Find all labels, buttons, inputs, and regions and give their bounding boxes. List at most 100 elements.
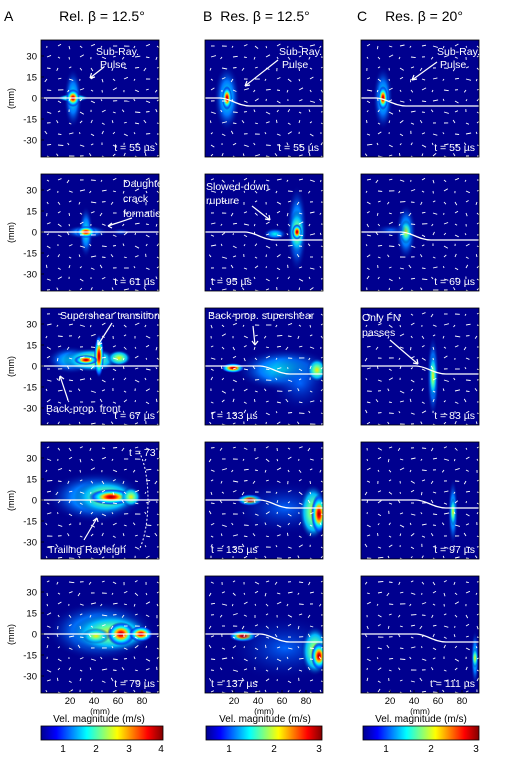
velocity-hotspot (307, 358, 323, 382)
y-tick-label: -15 (23, 249, 37, 260)
panel-frame (360, 39, 480, 158)
column-letter-a: A (4, 8, 14, 24)
time-label: t = 95 µs (211, 276, 252, 288)
annotation-passes: passes (362, 327, 395, 339)
panel-c-5: t = 111 µs 20 40 60 80 (mm) (360, 575, 480, 716)
velocity-vectors (364, 312, 479, 425)
x-tick-label: 40 (409, 696, 420, 707)
panel-c-1: t = 55 µs (360, 39, 480, 158)
time-label: t = 97 µs (434, 544, 475, 556)
panel-b-1: t = 55 µs (204, 39, 324, 158)
panel-frame (204, 173, 324, 292)
colorbar-tick-a-1: 1 (60, 744, 66, 755)
time-label: t = 61 µs (114, 276, 155, 288)
velocity-hotspot (311, 494, 323, 534)
velocity-hotspot (263, 228, 287, 240)
colorbar-label-c: Vel. magnitude (m/s) (375, 714, 467, 725)
y-tick-label: -30 (23, 672, 37, 683)
velocity-vectors (208, 446, 323, 559)
x-tick-label: 40 (253, 696, 264, 707)
time-label: t = 69 µs (434, 276, 475, 288)
velocity-hotspot (230, 480, 323, 536)
velocity-hotspot (94, 334, 104, 378)
colorbar-tick-c-1: 1 (383, 744, 389, 755)
velocity-hotspot (74, 355, 98, 365)
annotation-rupture: rupture (206, 195, 239, 207)
panel-a-1: t = 55 µs 30 15 0 -15 -30 (mm) (6, 39, 160, 158)
panel-a-2: t = 61 µs 30 15 0 -15 -30 (mm) (6, 173, 160, 292)
colorbar-b: Vel. magnitude (m/s) 1 2 3 (205, 714, 323, 755)
fault-line (361, 231, 479, 241)
y-tick-label: 15 (26, 73, 37, 84)
x-axis-label: (mm) (410, 706, 430, 716)
annotation-only-fn: Only FN (362, 312, 401, 324)
colorbar-tick-b-3: 3 (316, 744, 322, 755)
panel-c-4: t = 97 µs (360, 441, 480, 560)
x-tick-label: 80 (457, 696, 468, 707)
panel-frame (204, 307, 324, 426)
colorbar-tick-c-3: 3 (473, 744, 479, 755)
time-label: t = 133 µs (211, 410, 258, 422)
panel-grid: t = 55 µs 30 15 0 -15 -30 (mm) t = 61 µs 30 15 0 -1… (6, 39, 480, 716)
fault-line (205, 365, 323, 375)
velocity-hotspot (225, 613, 323, 683)
field-plot (361, 446, 479, 559)
field-plot (205, 43, 323, 157)
x-tick-label: 40 (89, 696, 100, 707)
fault-line (361, 633, 479, 643)
y-axis-label: (mm) (6, 624, 16, 645)
time-label: t = 67 µs (114, 410, 155, 422)
x-tick-label: 80 (137, 696, 148, 707)
x-tick-label: 60 (433, 696, 444, 707)
fault-line (361, 365, 479, 375)
field-plot (41, 43, 159, 157)
y-tick-label: -30 (23, 270, 37, 281)
velocity-hotspot (373, 224, 409, 236)
velocity-vectors (45, 580, 159, 693)
panel-frame (360, 441, 480, 560)
annotation-pulse-b: Pulse (282, 59, 308, 71)
velocity-hotspot (450, 498, 456, 526)
annotation-daughter: Daughter (123, 178, 167, 190)
colorbar-tick-b-2: 2 (271, 744, 277, 755)
colorbar-gradient-a (40, 725, 164, 741)
y-tick-label: -15 (23, 115, 37, 126)
velocity-hotspot (222, 86, 232, 110)
fault-line (205, 633, 323, 643)
annotations: Sub-Ray. Pulse Sub-Ray. Pulse Sub-Ray. P… (46, 46, 480, 556)
panel-b-5: t = 137 µs 20 40 60 80 (mm) (204, 575, 324, 716)
x-tick-label: 20 (385, 696, 396, 707)
y-tick-label: 15 (26, 207, 37, 218)
velocity-vectors (364, 43, 479, 157)
panel-frame (40, 575, 160, 694)
x-tick-label: 20 (65, 696, 76, 707)
annotation-formation: formation (123, 208, 167, 220)
velocity-hotspot (292, 224, 302, 240)
colorbar-gradient-c (362, 725, 480, 741)
field-plot (205, 446, 323, 559)
time-label: t = 55 µs (114, 142, 155, 154)
time-label: t = 137 µs (211, 678, 258, 690)
panel-c-3: t = 83 µs (360, 307, 480, 426)
annotation-slowed-down: Slowed-down (206, 181, 269, 193)
panel-b-3: t = 133 µs (204, 307, 324, 426)
panel-a-4: t = 73 µs 30 15 0 -15 -30 (mm) (6, 441, 170, 560)
annotation-pulse-a: Pulse (100, 59, 126, 71)
field-plot (361, 177, 479, 291)
y-tick-label: 15 (26, 341, 37, 352)
annotation-pulse-c: Pulse (440, 59, 466, 71)
velocity-vectors (45, 311, 159, 425)
panel-b-4: t = 135 µs (204, 441, 324, 560)
annotation-back-prop-supershear: Back-prop. supershear (208, 310, 315, 322)
y-tick-label: -15 (23, 651, 37, 662)
colorbar-label-a: Vel. magnitude (m/s) (53, 714, 145, 725)
velocity-hotspot (311, 642, 323, 670)
panel-frame (40, 39, 160, 158)
velocity-hotspot (82, 628, 110, 644)
column-title-b: Res. β = 12.5° (220, 8, 310, 24)
fault-line (205, 499, 323, 509)
velocity-hotspot (472, 648, 478, 668)
field-plot (361, 312, 479, 425)
colorbar-gradient-b (205, 725, 323, 741)
field-plot (41, 580, 159, 693)
